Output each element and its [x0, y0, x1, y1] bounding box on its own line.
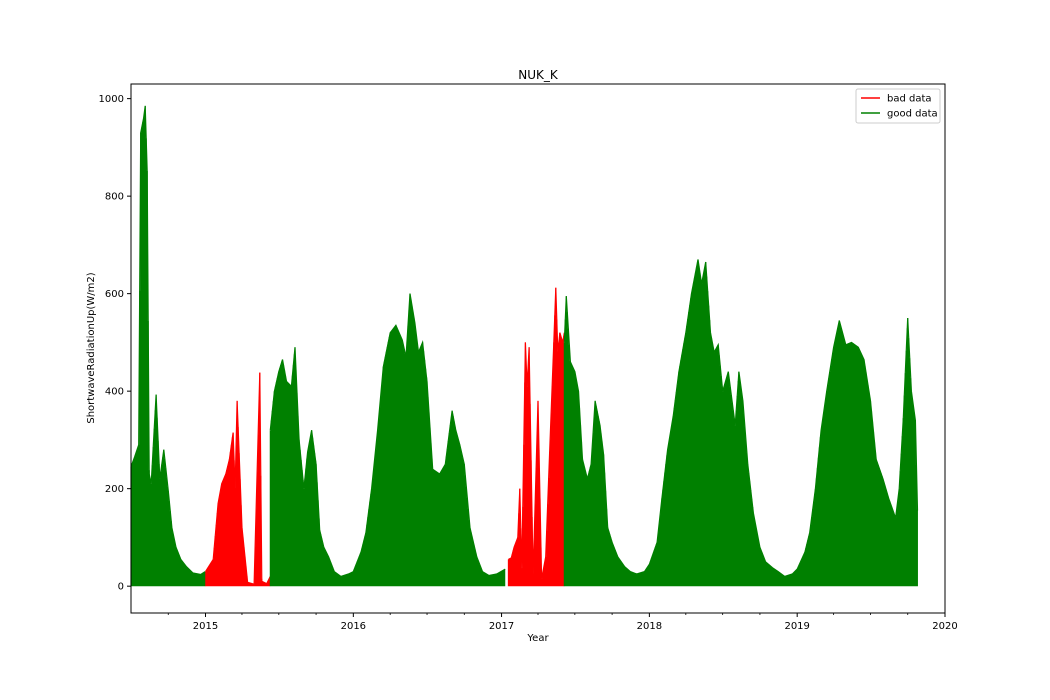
series-band-bad-data-1	[507, 287, 565, 587]
series-line-good-data-1	[269, 293, 506, 578]
series-line-bad-data-0	[204, 372, 271, 585]
series-line-good-data-0	[130, 105, 206, 576]
series-band-good-data-2	[563, 259, 918, 587]
legend-label-good-data: good data	[887, 109, 938, 120]
series-band-good-data-1	[269, 293, 506, 587]
legend-label-bad-data: bad data	[887, 94, 932, 105]
x-tick-label-2017: 2017	[489, 621, 514, 632]
y-tick-label-800: 800	[105, 192, 124, 203]
y-tick-label-0: 0	[118, 582, 124, 593]
y-axis: 0 200 400 600 800 1000	[99, 94, 131, 593]
x-axis: 2015 2016 2017 2018 2019 2020	[167, 613, 958, 632]
x-tick-label-2020: 2020	[932, 621, 957, 632]
series-line-good-data-2	[563, 259, 919, 578]
x-tick-label-2015: 2015	[193, 621, 218, 632]
x-tick-label-2019: 2019	[784, 621, 809, 632]
x-axis-label: Year	[526, 633, 549, 644]
chart-title: NUK_K	[518, 68, 559, 82]
y-tick-label-1000: 1000	[99, 94, 124, 105]
series-line-bad-data-1	[508, 287, 565, 580]
y-tick-label-600: 600	[105, 289, 124, 300]
y-tick-label-200: 200	[105, 484, 124, 495]
series-band-bad-data-0	[204, 372, 271, 587]
y-tick-label-400: 400	[105, 387, 124, 398]
x-tick-label-2018: 2018	[637, 621, 662, 632]
x-tick-label-2016: 2016	[341, 621, 366, 632]
legend: bad data good data	[855, 88, 941, 124]
y-axis-label: ShortwaveRadiationUp(W/m2)	[86, 272, 97, 423]
